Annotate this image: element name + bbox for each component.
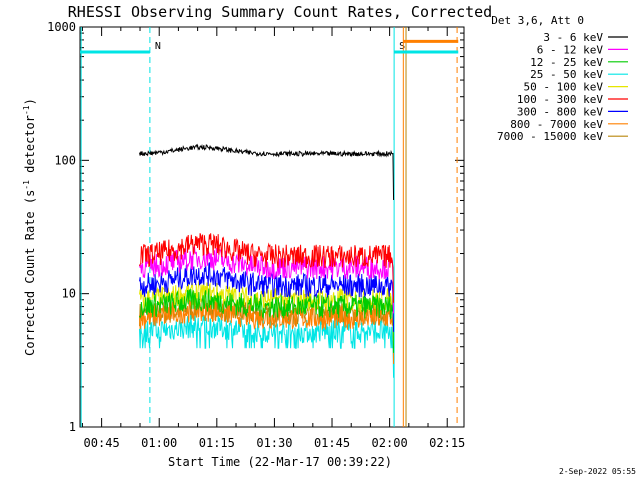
chart-title: RHESSI Observing Summary Count Rates, Co… [68,3,492,21]
y-axis-label: Corrected Count Rate (s-1 detector-1) [22,98,37,356]
legend-label: 7000 - 15000 keV [497,130,603,143]
x-tick-label: 01:30 [256,436,292,450]
y-axis-label-sup1: -1 [22,180,31,190]
y-axis-label-sup2: -1 [22,105,31,115]
y-axis-label-end: ) [23,98,37,105]
plot-frame [79,26,465,428]
x-tick-label: 02:00 [372,436,408,450]
plot-area [79,26,465,428]
x-tick-label: 00:45 [84,436,120,450]
series-line [139,143,395,201]
y-axis-label-mid: detector [23,115,37,180]
legend-label: 3 - 6 keV [543,31,603,44]
x-tick-label: 01:15 [199,436,235,450]
series-layer [139,143,395,378]
x-axis-label: Start Time (22-Mar-17 00:39:22) [168,455,392,469]
flag-bars [80,39,459,54]
timestamp: 2-Sep-2022 05:55 [559,467,636,476]
legend-label: 25 - 50 keV [530,68,603,81]
series-line [139,262,395,332]
x-tick-labels: 00:45 01:00 01:15 01:30 01:45 02:00 02:15 [84,436,466,450]
y-tick-label: 1000 [47,20,76,34]
legend-label: 300 - 800 keV [517,105,603,118]
legend-label: 12 - 25 keV [530,56,603,69]
y-axis-label-main: Corrected Count Rate (s [23,190,37,356]
legend-label: 50 - 100 keV [524,81,604,94]
legend-label: 6 - 12 keV [537,43,604,56]
legend-label: 800 - 7000 keV [510,118,603,131]
series-line [139,314,395,378]
marker-label: S [399,41,405,52]
marker-label: N [155,41,161,52]
y-tick-labels: 1 10 100 1000 [47,20,76,434]
series-line [139,288,395,353]
x-tick-label: 01:45 [314,436,350,450]
y-tick-label: 1 [69,420,76,434]
legend-header: Det 3,6, Att 0 [491,14,584,27]
y-tick-label: 100 [54,153,76,167]
y-tick-label: 10 [62,287,76,301]
legend-label: 100 - 300 keV [517,93,603,106]
series-line [139,233,395,303]
series-line [139,245,395,314]
x-tick-label: 02:15 [429,436,465,450]
x-tick-label: 01:00 [141,436,177,450]
series-line [139,297,395,364]
